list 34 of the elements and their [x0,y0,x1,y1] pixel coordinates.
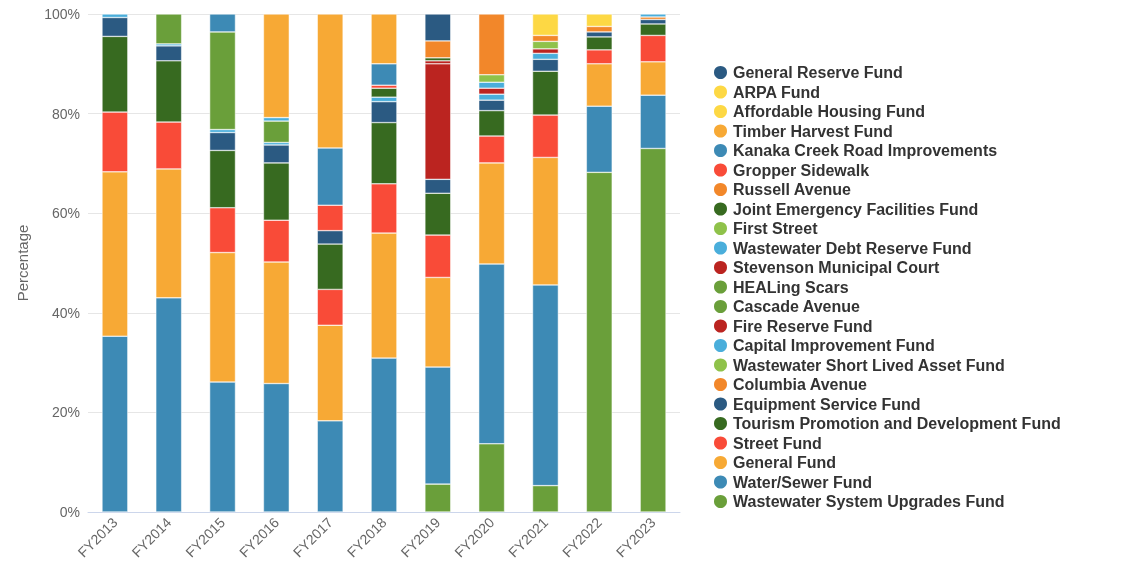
legend-label: Equipment Service Fund [733,395,921,413]
legend-label: Tourism Promotion and Development Fund [733,415,1061,432]
legend-label: Columbia Avenue [733,376,868,393]
legend-label: Street Fund [733,434,822,452]
y-tick-label: 40% [51,304,80,321]
legend-label: General Reserve Fund [733,64,903,81]
legend-label: Joint Emergency Facilities Fund [733,200,979,218]
legend-label: Cascade Avenue [733,298,860,315]
bar [263,121,290,143]
legend-label: Wastewater Debt Reserve Fund [733,239,972,257]
legend-label: Affordable Housing Fund [733,103,925,120]
y-axis-title: Percentage [14,224,31,302]
legend-label: Capital Improvement Fund [733,337,935,354]
legend-label: Water/Sewer Fund [733,473,872,491]
y-tick-label: 0% [59,504,80,520]
y-tick-label: 100% [44,6,80,22]
y-tick-label: 80% [51,105,80,122]
legend-label: Timber Harvest Fund [733,122,893,140]
legend-label: First Street [733,220,819,237]
bar [371,88,397,98]
legend-label: HEALing Scars [733,278,849,296]
legend-label: Russell Avenue [733,181,852,198]
legend-label: Wastewater Short Lived Asset Fund [733,356,1005,374]
legend-label: Wastewater System Upgrades Fund [733,493,1005,510]
bar [263,14,290,118]
legend-label: Stevenson Municipal Court [733,259,940,276]
legend-label: Fire Reserve Fund [733,317,873,335]
y-tick-label: 60% [51,205,80,222]
legend-label: Gropper Sidewalk [733,161,870,179]
y-tick-label: 20% [51,404,80,421]
bar [155,14,182,44]
legend-label: General Fund [733,454,837,471]
legend-label: Kanaka Creek Road Improvements [733,142,998,159]
legend-label: ARPA Fund [733,83,821,101]
